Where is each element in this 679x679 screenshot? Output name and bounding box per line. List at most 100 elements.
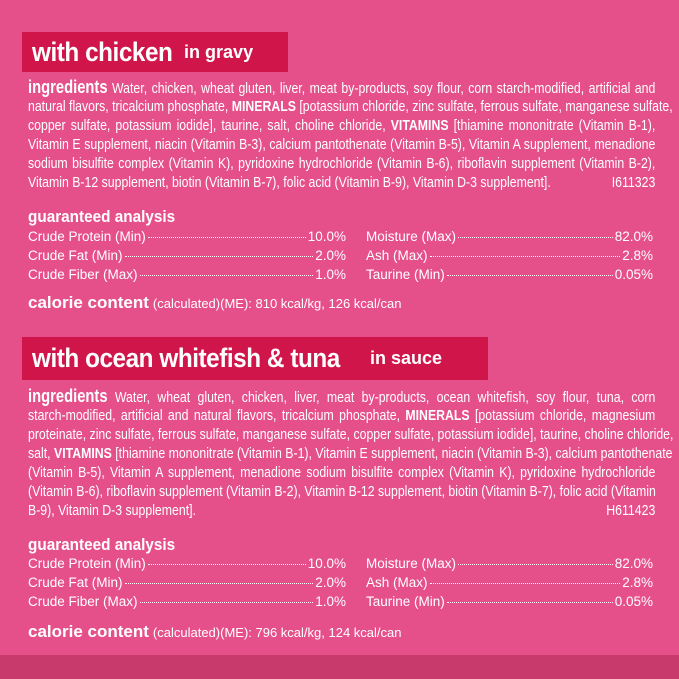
analysis-name: Crude Fiber (Max) — [28, 267, 138, 282]
ingredients-line: salt, VITAMINS [thiamine mononitrate (Vi… — [28, 444, 672, 463]
calorie-label: calorie content — [28, 622, 149, 641]
nutrient-group-label: MINERALS — [231, 98, 296, 115]
dot-leader — [139, 275, 314, 276]
analysis-value: 2.8% — [622, 248, 653, 263]
ingredients-line: (Vitamin B-5), Vitamin A supplement, men… — [28, 463, 655, 482]
dot-leader — [429, 583, 621, 584]
analysis-value: 10.0% — [307, 229, 346, 244]
dot-leader — [458, 564, 613, 565]
calorie-text: (calculated)(ME): 796 kcal/kg, 124 kcal/… — [152, 625, 402, 640]
calorie-label: calorie content — [28, 293, 149, 312]
ingredients-label: ingredients — [28, 386, 108, 406]
ingredients-line: sodium bisulfite complex (Vitamin K), py… — [28, 154, 655, 173]
dot-leader — [124, 583, 314, 584]
ingredients-line: ingredients Water, wheat gluten, chicken… — [28, 386, 656, 407]
analysis-row: Taurine (Min) 0.05% — [366, 267, 653, 286]
ingredients-text: proteinate, zinc sulfate, ferrous sulfat… — [28, 426, 674, 443]
ingredients-text: Vitamin E supplement, niacin (Vitamin B-… — [28, 136, 656, 153]
analysis-row: Crude Protein (Min) 10.0% — [28, 556, 346, 575]
title: with chicken — [32, 36, 173, 67]
ingredients-line: proteinate, zinc sulfate, ferrous sulfat… — [28, 425, 673, 444]
analysis-row: Crude Fat (Min) 2.0% — [28, 575, 346, 594]
ingredients-line: starch-modified, artificial and natural … — [28, 406, 655, 425]
ingredients-line: Vitamin B-12 supplement, biotin (Vitamin… — [28, 173, 655, 192]
analysis-name: Ash (Max) — [366, 248, 428, 263]
ingredients-text: Water, chicken, wheat gluten, liver, mea… — [112, 80, 656, 97]
analysis-value: 1.0% — [315, 267, 346, 282]
ingredients-text: copper sulfate, potassium iodide], tauri… — [28, 117, 391, 134]
ingredients-label: ingredients — [28, 77, 108, 97]
nutrient-group-label: VITAMINS — [390, 117, 449, 134]
ingredients-line: (Vitamin B-6), riboflavin supplement (Vi… — [28, 482, 656, 501]
ga-heading: guaranteed analysis — [28, 535, 176, 554]
ingredients-text: sodium bisulfite complex (Vitamin K), py… — [28, 155, 656, 172]
analysis-value: 0.05% — [614, 267, 653, 282]
dot-leader — [124, 256, 314, 257]
analysis-row: Taurine (Min) 0.05% — [366, 594, 653, 613]
title-suffix: in gravy — [184, 41, 254, 62]
analysis-value: 2.0% — [315, 575, 346, 590]
calorie-content: calorie content (calculated)(ME): 796 kca… — [28, 622, 401, 642]
ingredients-line: copper sulfate, potassium iodide], tauri… — [28, 116, 655, 135]
title-banner: with ocean whitefish & tuna in sauce — [22, 337, 488, 380]
ingredients-text: [thiamine mononitrate (Vitamin B-1), — [448, 117, 656, 134]
ingredients-text: salt, — [28, 445, 54, 462]
ingredients-text: [potassium chloride, magnesium — [469, 407, 656, 424]
ingredients-line: Vitamin E supplement, niacin (Vitamin B-… — [28, 135, 655, 154]
analysis-name: Crude Fat (Min) — [28, 248, 123, 263]
ingredients: ingredients Water, wheat gluten, chicken… — [28, 386, 673, 520]
dot-leader — [446, 602, 613, 603]
bottom-stripe — [0, 655, 679, 679]
analysis-name: Taurine (Min) — [366, 267, 445, 282]
analysis-row: Crude Fiber (Max) 1.0% — [28, 267, 346, 286]
dot-leader — [458, 237, 613, 238]
ingredients-line: B-9), Vitamin D-3 supplement]. H611423 — [28, 501, 655, 520]
dot-leader — [147, 237, 306, 238]
analysis-row: Crude Fat (Min) 2.0% — [28, 248, 346, 267]
dot-leader — [139, 602, 314, 603]
analysis-value: 82.0% — [614, 556, 653, 571]
analysis-name: Moisture (Max) — [366, 556, 457, 571]
lot-code: I611323 — [611, 174, 656, 191]
analysis-name: Crude Fat (Min) — [28, 575, 123, 590]
ingredients-text: B-9), Vitamin D-3 supplement]. — [28, 502, 196, 519]
analysis-name: Crude Protein (Min) — [28, 556, 146, 571]
nutrient-group-label: MINERALS — [405, 407, 470, 424]
analysis-value: 82.0% — [614, 229, 653, 244]
nutrient-group-label: VITAMINS — [53, 445, 112, 462]
analysis-row: Crude Fiber (Max) 1.0% — [28, 594, 346, 613]
ingredients-text: (Vitamin B-5), Vitamin A supplement, men… — [28, 464, 656, 481]
ingredients-text: starch-modified, artificial and natural … — [28, 407, 406, 424]
analysis-name: Moisture (Max) — [366, 229, 457, 244]
ingredients-text: (Vitamin B-6), riboflavin supplement (Vi… — [28, 483, 656, 500]
ingredients-text: [thiamine mononitrate (Vitamin B-1), Vit… — [111, 445, 673, 462]
ingredients-line: ingredients Water, chicken, wheat gluten… — [28, 77, 656, 98]
analysis-value: 2.0% — [315, 248, 346, 263]
analysis-row: Moisture (Max) 82.0% — [366, 556, 653, 575]
dot-leader — [147, 564, 306, 565]
title: with ocean whitefish & tuna — [32, 343, 340, 373]
analysis-value: 2.8% — [622, 575, 653, 590]
calorie-text: (calculated)(ME): 810 kcal/kg, 126 kcal/… — [152, 296, 402, 311]
ingredients: ingredients Water, chicken, wheat gluten… — [28, 77, 673, 192]
analysis-name: Taurine (Min) — [366, 594, 445, 609]
analysis-name: Crude Protein (Min) — [28, 229, 146, 244]
analysis-name: Crude Fiber (Max) — [28, 594, 138, 609]
title-suffix: in sauce — [370, 348, 443, 368]
analysis-name: Ash (Max) — [366, 575, 428, 590]
analysis-row: Crude Protein (Min) 10.0% — [28, 229, 346, 248]
ingredients-line: natural flavors, tricalcium phosphate, M… — [28, 97, 673, 116]
ingredients-text: [potassium chloride, zinc sulfate, ferro… — [295, 98, 673, 115]
lot-code: H611423 — [606, 502, 656, 519]
dot-leader — [446, 275, 613, 276]
analysis-value: 10.0% — [307, 556, 346, 571]
ingredients-text: Vitamin B-12 supplement, biotin (Vitamin… — [28, 174, 551, 191]
ingredients-text: natural flavors, tricalcium phosphate, — [28, 98, 232, 115]
analysis-row: Moisture (Max) 82.0% — [366, 229, 653, 248]
analysis-row: Ash (Max) 2.8% — [366, 248, 653, 267]
analysis-row: Ash (Max) 2.8% — [366, 575, 653, 594]
ingredients-text: Water, wheat gluten, chicken, liver, mea… — [114, 389, 656, 406]
analysis-value: 0.05% — [614, 594, 653, 609]
dot-leader — [429, 256, 621, 257]
ga-heading: guaranteed analysis — [28, 207, 176, 226]
